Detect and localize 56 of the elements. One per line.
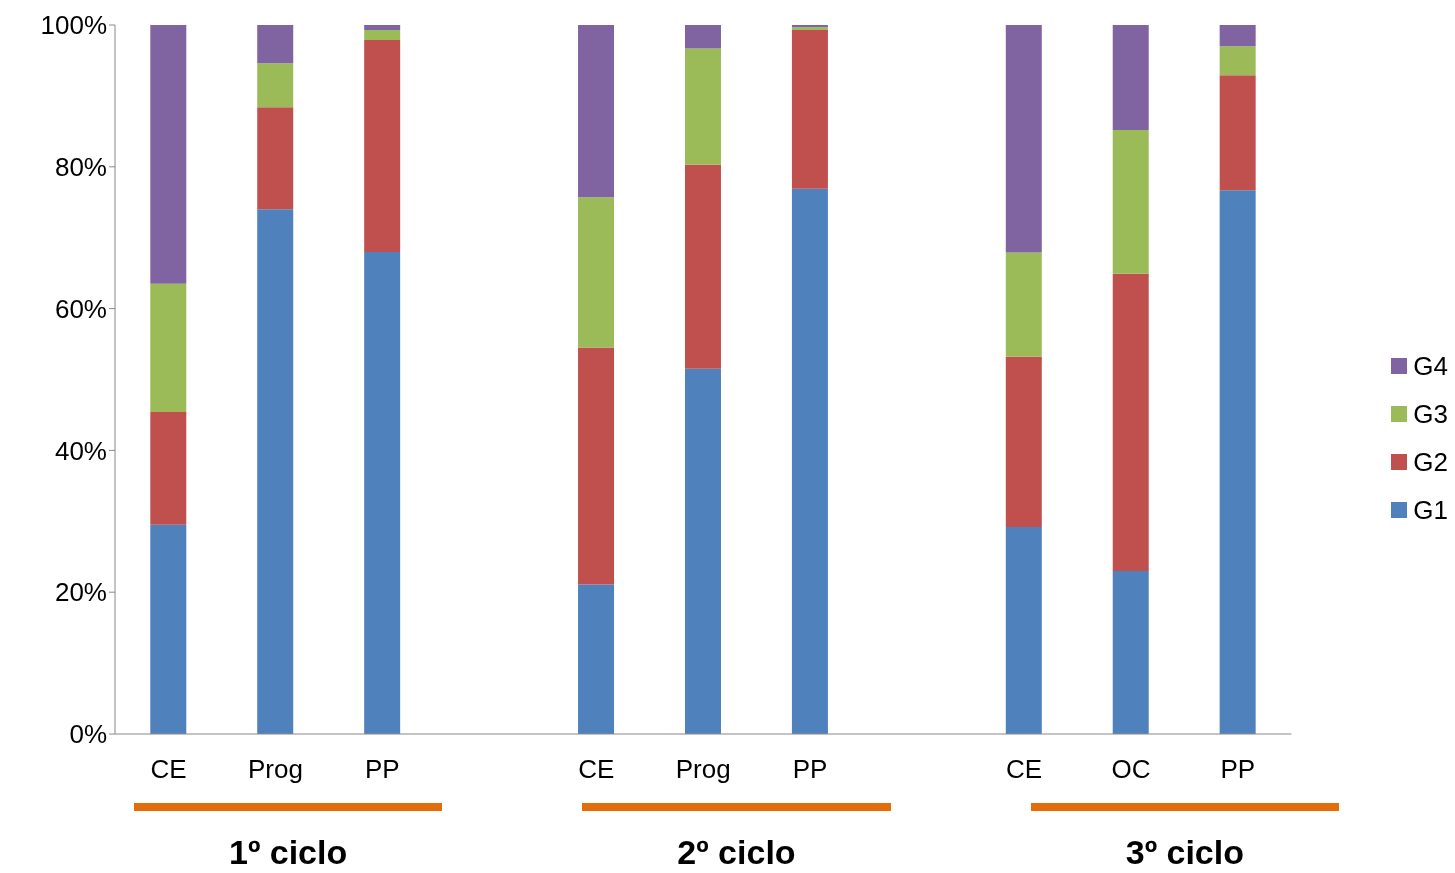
x-tick-label: PP — [365, 754, 400, 785]
x-tick-label: OC — [1111, 754, 1151, 785]
x-tick-label: CE — [150, 754, 187, 785]
bar — [1112, 129, 1149, 274]
x-tick-label: PP — [792, 754, 828, 785]
bar — [684, 164, 721, 369]
bar — [578, 347, 615, 585]
bar — [364, 39, 401, 252]
bar — [1005, 25, 1042, 253]
y-tick-label: 80% — [54, 152, 107, 183]
x-tick-label: Prog — [675, 754, 731, 785]
bar — [1005, 526, 1042, 734]
bar — [364, 25, 401, 30]
x-tick-label: CE — [1005, 754, 1043, 785]
bar — [684, 368, 721, 734]
bar — [257, 25, 294, 64]
y-tick-label: 40% — [54, 435, 107, 466]
y-tick-label: 20% — [54, 577, 107, 608]
text: 2º ciclo — [676, 833, 797, 872]
bar — [791, 29, 828, 189]
bar — [1112, 273, 1149, 571]
bar — [1112, 570, 1149, 734]
bar — [578, 584, 615, 734]
bar — [1005, 252, 1042, 357]
bar — [1219, 25, 1256, 47]
bar — [257, 209, 294, 734]
bar — [578, 197, 615, 348]
bar — [257, 63, 294, 108]
bar — [1112, 25, 1149, 130]
x-tick-label: PP — [1220, 754, 1256, 785]
bar — [1219, 75, 1256, 191]
bar — [364, 29, 401, 40]
legend-label: G3 — [1413, 398, 1448, 430]
text: 3º ciclo — [1124, 833, 1245, 872]
y-tick-label: 0% — [69, 719, 107, 750]
bar — [684, 25, 721, 49]
bar — [364, 251, 401, 734]
bar — [150, 524, 187, 734]
y-tick-label: 60% — [54, 293, 107, 324]
bar — [257, 107, 294, 210]
y-tick-label: 100% — [40, 10, 107, 41]
legend-label: G1 — [1413, 494, 1448, 526]
bar — [150, 25, 187, 284]
bar — [791, 188, 828, 734]
legend-label: G4 — [1413, 350, 1448, 382]
bar — [578, 25, 615, 198]
bar — [1219, 190, 1256, 734]
bar — [1005, 356, 1042, 527]
legend-label: G2 — [1413, 446, 1448, 478]
x-tick-label: Prog — [247, 754, 303, 785]
bar — [150, 412, 187, 525]
x-tick-label: CE — [578, 754, 615, 785]
text: 1º ciclo — [228, 833, 349, 872]
bar — [150, 283, 187, 413]
bar — [1219, 46, 1256, 76]
bar — [684, 48, 721, 165]
